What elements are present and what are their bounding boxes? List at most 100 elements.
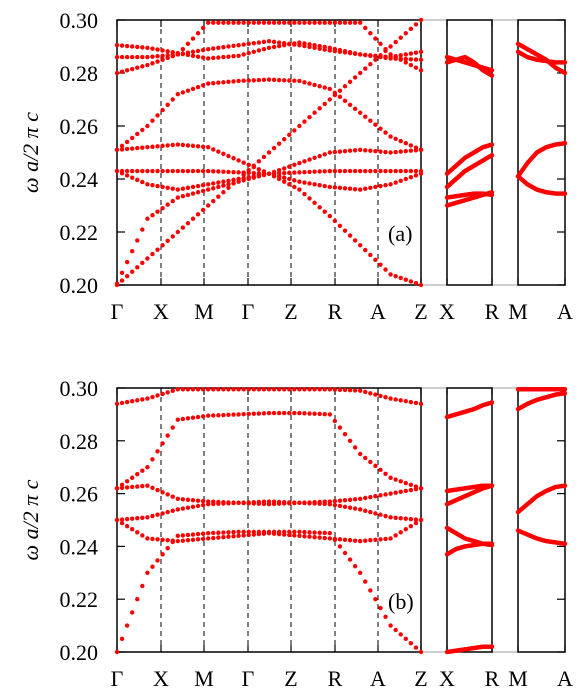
band-point (282, 175, 287, 180)
band-point (358, 507, 363, 512)
band-point (226, 79, 231, 85)
band-point (322, 85, 327, 90)
band-point (160, 48, 165, 53)
band-point (231, 387, 236, 392)
band-point (160, 184, 165, 190)
band-point (342, 498, 348, 503)
band-point (418, 49, 424, 54)
band-point (398, 275, 403, 281)
band-point (165, 143, 170, 148)
band-point (266, 529, 272, 535)
band-point (190, 216, 196, 221)
band-point (190, 168, 196, 174)
band-point (408, 523, 414, 529)
band-point (271, 529, 277, 535)
y-tick-label: 0.30 (60, 376, 99, 401)
band-point (241, 78, 246, 83)
band-point (489, 192, 495, 198)
band-point (135, 54, 140, 60)
band-point (246, 411, 251, 417)
band-series (114, 499, 424, 523)
band-point (292, 529, 297, 535)
band-point (241, 172, 246, 177)
band-point (271, 77, 277, 83)
band-point (408, 487, 414, 493)
band-point (221, 530, 226, 535)
band-point (347, 505, 353, 510)
band-point (180, 186, 186, 191)
band-point (114, 517, 120, 523)
segment-frame (446, 387, 493, 653)
band-point (337, 168, 343, 174)
band-point (226, 178, 231, 183)
band-point (145, 216, 150, 221)
band-series (515, 391, 568, 412)
band-point (292, 533, 297, 538)
band-point (185, 192, 191, 198)
band-point (266, 20, 272, 25)
band-point (150, 61, 155, 66)
band-point (150, 182, 155, 188)
band-point (337, 503, 343, 509)
band-point (200, 25, 206, 31)
band-point (124, 139, 130, 145)
band-point (352, 148, 358, 153)
band-point (221, 80, 226, 85)
band-point (195, 212, 201, 217)
band-point (195, 183, 201, 189)
band-point (332, 502, 338, 508)
band-point (393, 477, 398, 482)
band-series (114, 410, 424, 491)
band-point (140, 515, 145, 520)
band-point (317, 169, 322, 174)
band-point (307, 411, 312, 416)
band-point (236, 20, 241, 25)
y-tick-label: 0.24 (60, 167, 99, 192)
band-point (236, 53, 241, 58)
band-point (398, 479, 403, 484)
band-point (378, 262, 383, 267)
band-point (408, 168, 414, 174)
band-point (413, 520, 419, 526)
band-point (398, 138, 403, 144)
band-point (297, 20, 302, 25)
band-point (150, 251, 155, 257)
band-point (251, 411, 256, 416)
band-point (373, 392, 378, 397)
band-point (287, 78, 292, 83)
band-point (332, 20, 338, 25)
band-point (271, 499, 277, 504)
band-point (327, 150, 332, 155)
y-tick-label: 0.22 (60, 587, 99, 612)
band-point (114, 282, 120, 288)
band-point (271, 387, 277, 392)
band-point (226, 44, 231, 49)
band-point (211, 186, 216, 191)
band-point (200, 531, 206, 536)
band-point (145, 536, 150, 541)
band-point (246, 78, 251, 83)
band-point (413, 173, 419, 178)
band-point (261, 499, 267, 504)
band-point (175, 496, 180, 502)
band-point (221, 183, 226, 188)
band-point (241, 52, 246, 57)
band-point (297, 170, 302, 175)
band-point (216, 80, 221, 85)
band-point (155, 512, 160, 517)
band-point (155, 558, 160, 563)
band-point (130, 66, 135, 72)
band-point (337, 49, 343, 54)
band-point (150, 457, 155, 462)
band-point (332, 168, 338, 174)
band-point (190, 53, 196, 58)
band-point (241, 42, 246, 47)
band-series (114, 142, 424, 176)
y-tick-label: 0.22 (60, 220, 99, 245)
band-point (206, 536, 211, 541)
band-point (160, 490, 165, 495)
band-point (312, 534, 317, 540)
band-point (398, 489, 403, 495)
band-point (413, 400, 419, 406)
band-point (337, 88, 343, 93)
